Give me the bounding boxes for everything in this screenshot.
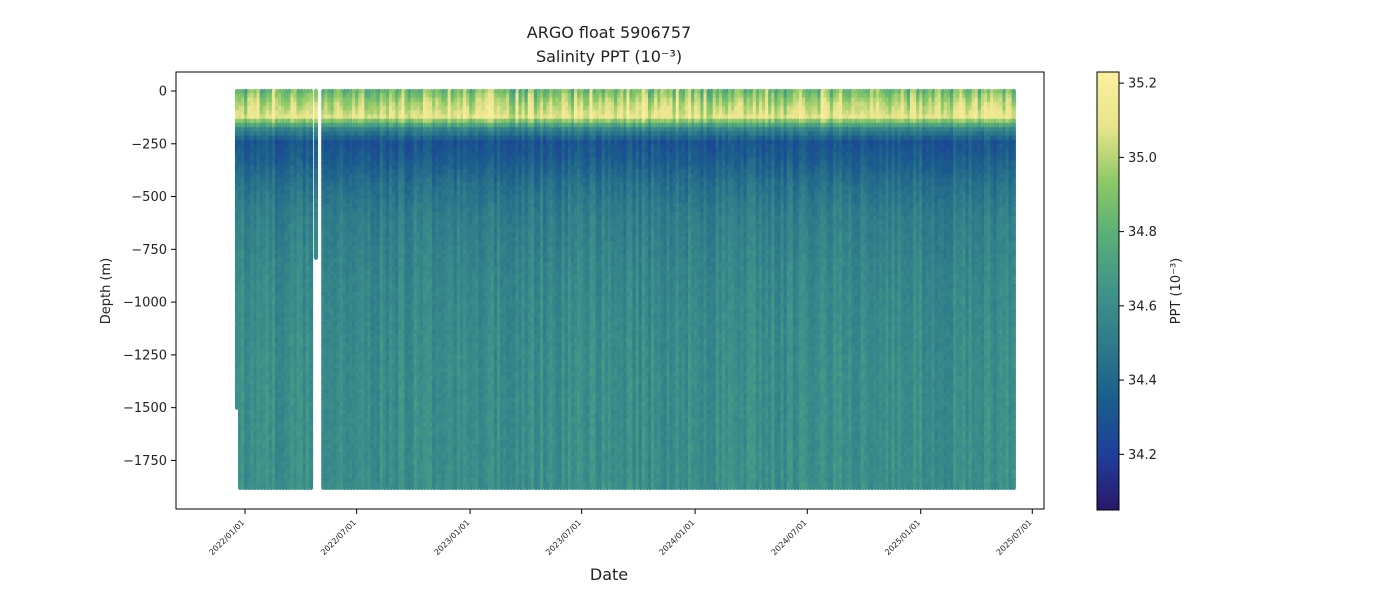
colorbar-ticks: 35.2 35.0 34.8 34.6 34.4 34.2 <box>1119 77 1157 463</box>
plot-frame <box>175 71 1045 510</box>
x-tick-label-0: 2022/01/01 <box>207 518 246 557</box>
y-tick-label-1: −250 <box>131 137 167 152</box>
colorbar-tick-label-5: 34.2 <box>1128 448 1157 463</box>
chart-subtitle: Salinity PPT (10⁻³) <box>536 47 682 66</box>
x-tick-label-3: 2023/07/01 <box>544 518 583 557</box>
profiles-layer <box>234 88 1016 490</box>
x-tick-label-6: 2025/01/01 <box>883 518 922 557</box>
y-tick-label-5: −1250 <box>123 348 167 363</box>
y-tick-label-0: 0 <box>159 85 167 100</box>
y-tick-label-4: −1000 <box>123 296 167 311</box>
y-axis-title: Depth (m) <box>99 258 114 325</box>
x-tick-label-7: 2025/07/01 <box>995 518 1034 557</box>
colorbar-label: PPT (10⁻³) <box>1169 258 1184 325</box>
y-tick-label-7: −1750 <box>123 454 167 469</box>
colorbar-tick-label-2: 34.8 <box>1128 225 1157 240</box>
x-tick-label-4: 2024/01/01 <box>658 518 697 557</box>
colorbar-tick-label-3: 34.6 <box>1128 299 1157 314</box>
x-axis-title: Date <box>590 565 628 584</box>
x-axis: 2022/01/01 2022/07/01 2023/01/01 2023/07/01… <box>207 509 1034 557</box>
plot-area <box>176 72 1044 509</box>
y-axis: 0 −250 −500 −750 −1000 −1250 −1500 −1750 <box>123 85 176 469</box>
colorbar-gradient <box>1096 71 1120 511</box>
y-tick-label-6: −1500 <box>123 401 167 416</box>
x-tick-label-2: 2023/01/01 <box>433 518 472 557</box>
y-tick-label-2: −500 <box>131 190 167 205</box>
x-tick-label-5: 2024/07/01 <box>770 518 809 557</box>
colorbar: 35.2 35.0 34.8 34.6 34.4 34.2 PPT (10⁻³) <box>1096 71 1184 511</box>
colorbar-tick-label-0: 35.2 <box>1128 77 1157 92</box>
y-tick-label-3: −750 <box>131 243 167 258</box>
colorbar-tick-label-4: 34.4 <box>1128 374 1157 389</box>
colorbar-tick-label-1: 35.0 <box>1128 151 1157 166</box>
x-tick-label-1: 2022/07/01 <box>319 518 358 557</box>
chart-title: ARGO float 5906757 <box>527 23 691 42</box>
